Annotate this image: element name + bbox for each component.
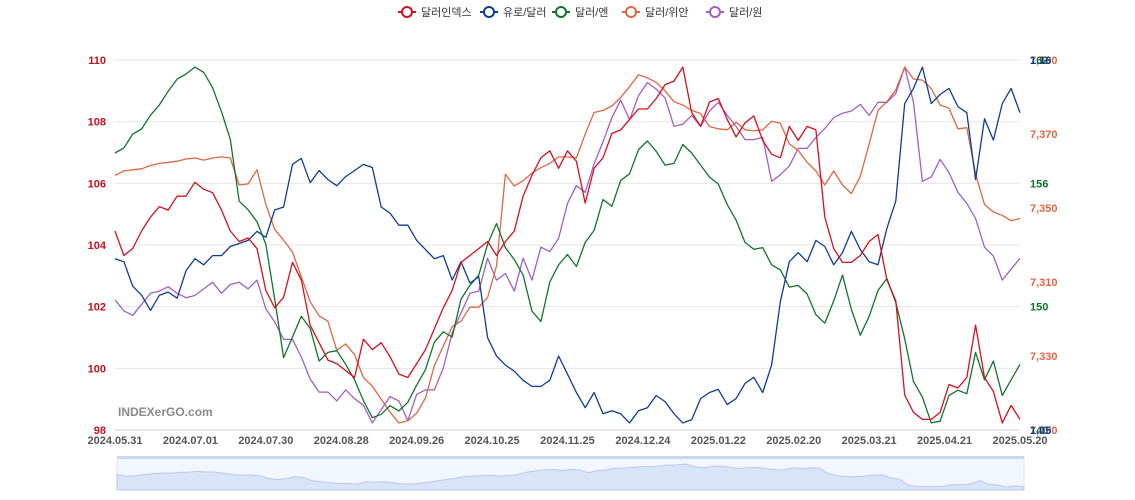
legend-item-usdcny[interactable]: 달러/위안 xyxy=(622,6,689,19)
series-lines xyxy=(114,66,1021,424)
x-tick-label: 2025.03.21 xyxy=(842,435,897,447)
legend-marker-icon xyxy=(709,6,721,18)
x-tick-label: 2025.01.22 xyxy=(691,435,746,447)
right-tick-label: 7,350 xyxy=(1030,203,1058,215)
legend-label: 달러/원 xyxy=(729,6,762,19)
range-navigator[interactable] xyxy=(116,456,1025,491)
legend-label: 달러인덱스 xyxy=(421,6,472,19)
y-tick-label: 110 xyxy=(88,55,106,67)
x-tick-label: 2024.05.31 xyxy=(87,435,142,447)
right-tick-label: 1.16 xyxy=(1030,55,1051,67)
right-tick-label: 7,190 xyxy=(1030,425,1058,437)
x-tick-label: 2025.02.20 xyxy=(766,435,821,447)
x-tick-label: 2024.11.25 xyxy=(540,435,594,447)
legend-marker-icon xyxy=(555,6,567,18)
legend-label: 달러/위안 xyxy=(645,6,689,19)
legend-item-eurusd[interactable]: 유로/달러 xyxy=(480,6,547,19)
x-tick-label: 2025.04.21 xyxy=(917,435,972,447)
x-tick-label: 2024.08.28 xyxy=(314,435,369,447)
right-tick-label: 156 xyxy=(1030,178,1048,190)
series-line-usdcny xyxy=(114,66,1021,424)
y-tick-label: 104 xyxy=(88,240,107,252)
legend-item-usdkrw[interactable]: 달러/원 xyxy=(706,6,762,19)
y-tick-label: 106 xyxy=(88,178,106,190)
grid xyxy=(115,59,1020,431)
legend[interactable]: 달러인덱스 유로/달러 달러/엔 달러/위안 달러/원 xyxy=(398,6,762,19)
right-tick-label: 140 xyxy=(1030,425,1048,437)
right-tick-label: 150 xyxy=(1030,302,1048,314)
right-tick-label: 7,310 xyxy=(1030,277,1058,289)
right-tick-label: 7,330 xyxy=(1030,351,1058,363)
legend-marker-icon xyxy=(483,6,495,18)
legend-item-usdjpy[interactable]: 달러/엔 xyxy=(552,6,608,19)
x-axis-ticks: 2024.05.31 2024.07.01 2024.07.30 2024.08.28… xyxy=(87,435,1047,447)
series-line-usdjpy xyxy=(114,66,1021,424)
navigator-area xyxy=(116,463,1025,491)
x-tick-label: 2024.07.01 xyxy=(163,435,218,447)
legend-label: 유로/달러 xyxy=(503,6,547,19)
right-tick-label: 7,370 xyxy=(1030,129,1058,141)
y-tick-label: 108 xyxy=(88,117,106,129)
x-tick-label: 2024.12.24 xyxy=(615,435,671,447)
legend-label: 달러/엔 xyxy=(575,6,608,19)
right-y-axis-ticks: 7,590 7,370 7,350 7,310 7,330 7,190 162 156 150 1… xyxy=(1030,55,1058,437)
legend-item-dxy[interactable]: 달러인덱스 xyxy=(398,6,472,19)
navigator-handle-bar[interactable] xyxy=(117,456,1024,459)
y-tick-label: 98 xyxy=(94,425,106,437)
x-tick-label: 2024.09.26 xyxy=(389,435,444,447)
y-tick-label: 102 xyxy=(88,302,106,314)
series-line-dxy xyxy=(114,66,1021,424)
x-tick-label: 2024.10.25 xyxy=(465,435,520,447)
watermark-text: INDEXerGO.com xyxy=(118,405,213,419)
right-tick-label: 7,590 xyxy=(1030,55,1058,67)
series-line-usdkrw xyxy=(114,66,1021,424)
series-line-eurusd xyxy=(114,66,1021,424)
legend-marker-icon xyxy=(625,6,637,18)
right-tick-label: 162 xyxy=(1030,55,1048,67)
legend-marker-icon xyxy=(401,6,413,18)
x-tick-label: 2025.05.20 xyxy=(992,435,1047,447)
left-y-axis-ticks: 110 108 106 104 102 100 98 xyxy=(88,55,107,437)
y-tick-label: 100 xyxy=(88,363,106,375)
right-tick-label: 1.05 xyxy=(1030,425,1051,437)
x-tick-label: 2024.07.30 xyxy=(238,435,293,447)
